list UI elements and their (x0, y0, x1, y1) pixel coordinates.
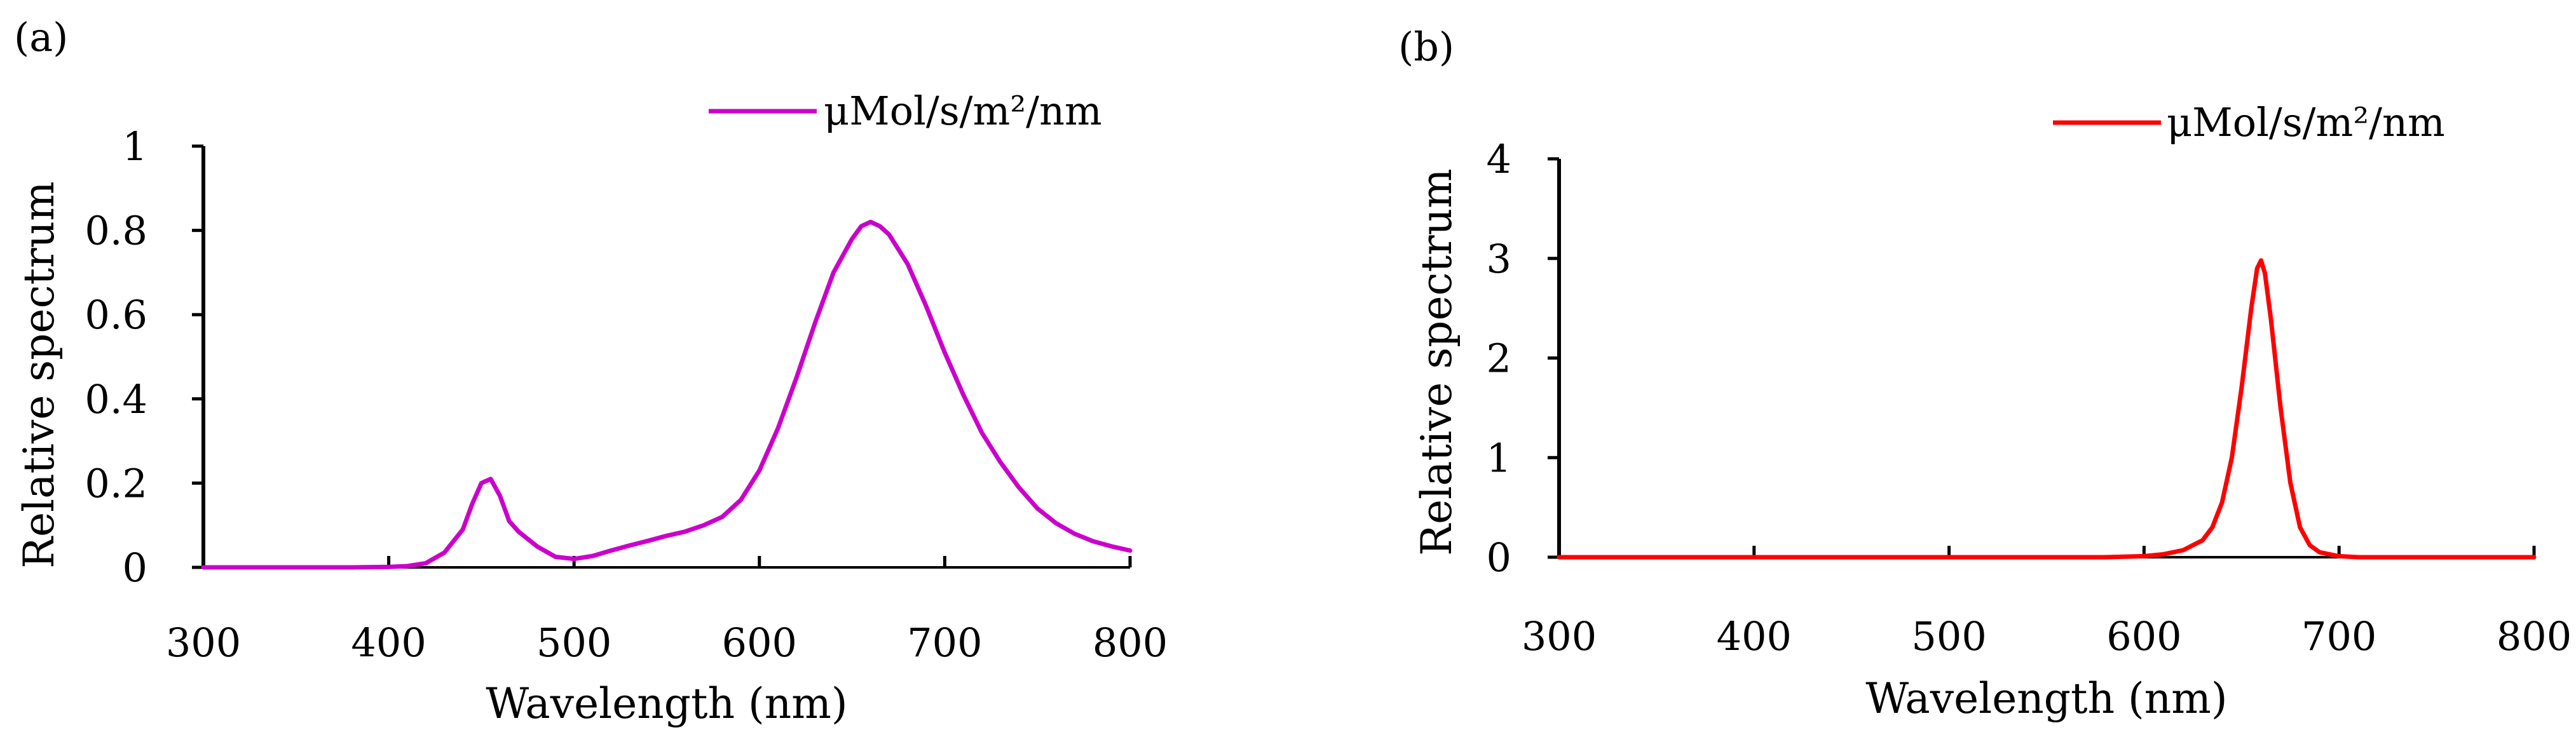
chart-b-ytick-label: 4 (1487, 136, 1511, 182)
chart-a-xtick-label: 800 (1093, 619, 1168, 666)
chart-a-legend-label: μMol/s/m²/nm (824, 88, 1102, 134)
chart-a-xtick-label: 500 (536, 619, 611, 666)
chart-b: (b) μMol/s/m²/nm 300 400 500 600 700 800… (1398, 24, 2572, 723)
chart-a-xtick-label: 400 (351, 619, 426, 666)
chart-a-ytick-label: 0 (123, 544, 147, 591)
chart-b-ytick-label: 2 (1487, 335, 1511, 382)
chart-b-xtick-label: 800 (2497, 613, 2572, 659)
chart-b-ytick-label: 0 (1487, 534, 1511, 581)
chart-a-ytick-label: 0.4 (85, 376, 147, 423)
chart-b-xtick-label: 700 (2301, 613, 2376, 659)
chart-b-series-line (1557, 258, 2537, 560)
chart-a-ticks (192, 144, 1132, 569)
chart-b-legend-label: μMol/s/m²/nm (2167, 99, 2445, 145)
chart-a-xtick-label: 600 (722, 619, 797, 666)
chart-a-ytick-label: 1 (123, 123, 147, 170)
chart-b-ytick-label: 3 (1487, 236, 1511, 282)
chart-b-xtick-label: 300 (1522, 613, 1597, 659)
chart-b-xtick-label: 500 (1911, 613, 1986, 659)
panel-b-label: (b) (1398, 24, 1454, 70)
chart-b-xtick-label: 600 (2106, 613, 2181, 659)
chart-a-xtick-label: 700 (907, 619, 982, 666)
chart-b-x-axis-title: Wavelength (nm) (1865, 674, 2227, 723)
chart-b-ticks (1548, 157, 2536, 559)
chart-a-ytick-label: 0.8 (85, 208, 147, 254)
panel-a-label: (a) (14, 14, 68, 60)
chart-b-y-axis-title: Relative spectrum (1412, 168, 1461, 555)
chart-a-y-axis-title: Relative spectrum (15, 181, 64, 568)
chart-b-xtick-label: 400 (1717, 613, 1792, 659)
chart-a-ytick-label: 0.2 (85, 460, 147, 506)
chart-a-series-line (201, 219, 1133, 570)
chart-a-xtick-label: 300 (166, 619, 241, 666)
chart-b-ytick-label: 1 (1487, 435, 1511, 481)
chart-a: (a) μMol/s/m²/nm 300 400 500 600 700 800… (14, 14, 1168, 728)
chart-a-x-axis-title: Wavelength (nm) (486, 679, 847, 728)
chart-a-ytick-label: 0.6 (85, 292, 147, 338)
